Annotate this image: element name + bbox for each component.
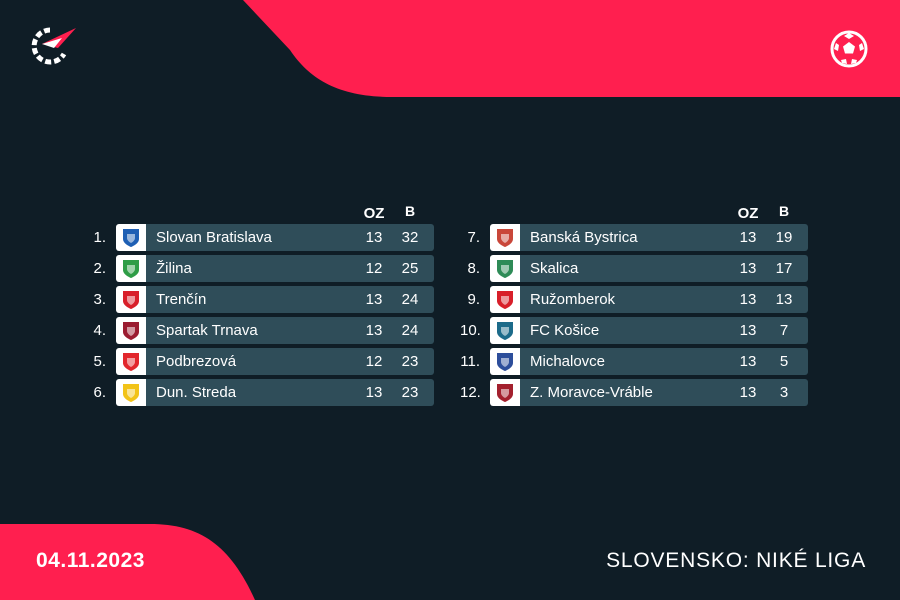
row-bar: Banská Bystrica 13 19 — [520, 224, 808, 251]
matches-played: 13 — [739, 291, 757, 308]
position: 9. — [467, 291, 480, 308]
team-crest-icon — [116, 286, 146, 313]
row-bar: Michalovce 13 5 — [520, 348, 808, 375]
team-crest-icon — [490, 224, 520, 251]
played-column-header: OZ — [363, 205, 385, 222]
position: 3. — [93, 291, 106, 308]
points: 24 — [401, 322, 419, 339]
team-crest-icon — [116, 317, 146, 344]
team-name[interactable]: Žilina — [156, 260, 192, 277]
played-column-header: OZ — [737, 205, 759, 222]
team-name[interactable]: Banská Bystrica — [530, 229, 638, 246]
top-accent-shape — [243, 0, 900, 97]
position: 10. — [460, 322, 481, 339]
team-crest-icon — [116, 224, 146, 251]
matches-played: 13 — [365, 384, 383, 401]
matches-played: 13 — [365, 322, 383, 339]
points-column-header: B — [778, 203, 790, 219]
bottom-accent-shape — [0, 524, 255, 600]
points: 5 — [779, 353, 789, 370]
points: 7 — [779, 322, 789, 339]
team-crest-icon — [116, 348, 146, 375]
team-name[interactable]: Z. Moravce-Vráble — [530, 384, 653, 401]
position: 1. — [93, 229, 106, 246]
team-name[interactable]: Dun. Streda — [156, 384, 237, 401]
matches-played: 13 — [365, 229, 383, 246]
matches-played: 13 — [739, 229, 757, 246]
team-crest-icon — [116, 379, 146, 406]
matches-played: 12 — [365, 353, 383, 370]
team-name[interactable]: Slovan Bratislava — [156, 229, 272, 246]
points: 13 — [775, 291, 793, 308]
position: 2. — [93, 260, 106, 277]
flashscore-logo-icon[interactable] — [28, 24, 80, 68]
row-bar: Trenčín 13 24 — [146, 286, 434, 313]
team-name[interactable]: Michalovce — [530, 353, 606, 370]
row-bar: Dun. Streda 13 23 — [146, 379, 434, 406]
match-date: 04.11.2023 — [36, 549, 145, 572]
row-bar: Podbrezová 12 23 — [146, 348, 434, 375]
matches-played: 13 — [739, 322, 757, 339]
position: 7. — [467, 229, 480, 246]
team-crest-icon — [490, 317, 520, 344]
team-name[interactable]: Trenčín — [156, 291, 207, 308]
position: 11. — [460, 353, 480, 370]
matches-played: 13 — [365, 291, 383, 308]
points: 24 — [401, 291, 419, 308]
team-crest-icon — [490, 348, 520, 375]
points: 25 — [401, 260, 419, 277]
points-column-header: B — [404, 203, 416, 219]
row-bar: Slovan Bratislava 13 32 — [146, 224, 434, 251]
position: 6. — [93, 384, 106, 401]
points: 23 — [401, 353, 419, 370]
team-name[interactable]: FC Košice — [530, 322, 600, 339]
points: 17 — [775, 260, 793, 277]
team-name[interactable]: Ružomberok — [530, 291, 616, 308]
position: 4. — [93, 322, 106, 339]
team-name[interactable]: Skalica — [530, 260, 579, 277]
position: 8. — [467, 260, 480, 277]
matches-played: 13 — [739, 384, 757, 401]
points: 19 — [775, 229, 793, 246]
football-icon[interactable] — [829, 29, 869, 69]
team-crest-icon — [490, 286, 520, 313]
row-bar: Žilina 12 25 — [146, 255, 434, 282]
matches-played: 13 — [739, 353, 757, 370]
row-bar: Ružomberok 13 13 — [520, 286, 808, 313]
team-name[interactable]: Podbrezová — [156, 353, 237, 370]
row-bar: FC Košice 13 7 — [520, 317, 808, 344]
position: 12. — [460, 384, 481, 401]
position: 5. — [93, 353, 106, 370]
row-bar: Skalica 13 17 — [520, 255, 808, 282]
matches-played: 12 — [365, 260, 383, 277]
team-name[interactable]: Spartak Trnava — [156, 322, 258, 339]
team-crest-icon — [490, 379, 520, 406]
team-crest-icon — [490, 255, 520, 282]
team-crest-icon — [116, 255, 146, 282]
row-bar: Spartak Trnava 13 24 — [146, 317, 434, 344]
points: 3 — [779, 384, 789, 401]
league-name: SLOVENSKO: NIKÉ LIGA — [606, 549, 866, 572]
matches-played: 13 — [739, 260, 757, 277]
points: 23 — [401, 384, 419, 401]
row-bar: Z. Moravce-Vráble 13 3 — [520, 379, 808, 406]
points: 32 — [401, 229, 419, 246]
